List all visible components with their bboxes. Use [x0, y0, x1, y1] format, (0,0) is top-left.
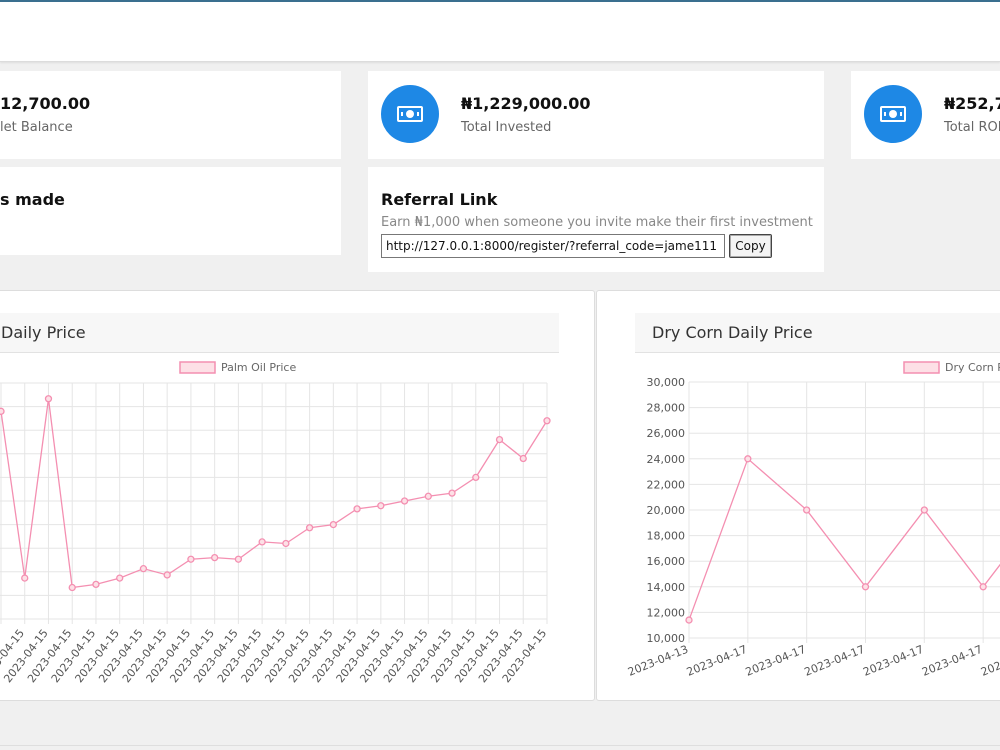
legend-label: Palm Oil Price [221, 361, 296, 374]
x-tick-label: 2023-04-17 [744, 643, 808, 679]
total-roi-value: ₦252,7 [944, 94, 1000, 113]
copy-button[interactable]: Copy [729, 234, 772, 258]
data-point [21, 574, 29, 582]
total-roi-card: ₦252,7 Total ROI [851, 71, 1000, 159]
legend-swatch [179, 361, 216, 374]
data-point [116, 574, 124, 582]
x-tick-label: 2023-04-17 [802, 643, 866, 679]
wallet-balance-card: 12,700.00 let Balance [0, 71, 341, 159]
y-tick-label: 14,000 [647, 581, 686, 594]
dry-corn-chart-header: Dry Corn Daily Price [635, 313, 1000, 353]
y-tick-label: 26,000 [647, 427, 686, 440]
dry-corn-chart: 30,000 28,000 26,000 24,000 22,000 20,000 18,0… [626, 361, 1000, 679]
wallet-balance-label: let Balance [0, 120, 73, 135]
banknote-icon [381, 85, 439, 143]
footer-divider [0, 745, 1000, 746]
data-point [744, 455, 752, 463]
x-tick-label: 2023-04-13 [626, 643, 690, 679]
y-tick-label: 10,000 [647, 632, 686, 645]
x-tick-label: 2023-04-17 [861, 643, 925, 679]
data-point [472, 473, 480, 482]
palm-oil-chart-panel: Daily Price Palm Oil Price 2023-04-15 2023… [0, 290, 595, 701]
data-point [305, 524, 314, 532]
series-line [688, 457, 1000, 621]
data-point [543, 417, 551, 425]
investments-made-title: s made [0, 190, 65, 209]
data-point [282, 539, 290, 548]
data-point [353, 505, 361, 513]
data-point [258, 538, 266, 546]
wallet-balance-value: 12,700.00 [0, 94, 91, 113]
data-point [685, 616, 693, 624]
data-point [187, 555, 195, 563]
data-point [163, 571, 171, 579]
legend-swatch [903, 361, 940, 374]
referral-description: Earn ₦1,000 when someone you invite make… [381, 215, 813, 230]
data-point [139, 565, 148, 573]
y-tick-label: 30,000 [647, 376, 686, 389]
banknote-icon [864, 85, 922, 143]
y-tick-label: 20,000 [647, 504, 686, 517]
y-tick-label: 24,000 [647, 453, 686, 466]
y-tick-label: 28,000 [647, 402, 686, 415]
dry-corn-chart-title: Dry Corn Daily Price [652, 323, 813, 342]
y-tick-label: 12,000 [647, 606, 686, 619]
data-point [424, 492, 432, 500]
data-point [234, 555, 243, 563]
dry-corn-chart-panel: Dry Corn Daily Price 30,000 28,000 26,000 2… [596, 290, 1000, 701]
total-invested-card: ₦1,229,000.00 Total Invested [368, 71, 824, 159]
data-point [448, 489, 456, 497]
top-navbar [0, 0, 1000, 62]
total-invested-label: Total Invested [461, 120, 552, 135]
data-point [861, 583, 870, 591]
palm-oil-chart-header: Daily Price [0, 313, 559, 353]
referral-link-input[interactable] [381, 234, 725, 258]
data-point [920, 506, 928, 514]
series-line [0, 398, 548, 589]
data-point [92, 580, 100, 589]
x-tick-label: 2023-04-17 [685, 643, 749, 679]
data-point [377, 502, 385, 510]
data-point [979, 583, 987, 591]
legend-label: Dry Corn Pr [945, 361, 1000, 374]
data-point [44, 395, 53, 403]
total-invested-value: ₦1,229,000.00 [461, 94, 591, 113]
y-tick-label: 22,000 [647, 478, 686, 491]
data-point [0, 407, 5, 415]
y-tick-label: 18,000 [647, 530, 686, 543]
data-point [211, 553, 219, 562]
total-roi-label: Total ROI [944, 120, 1000, 135]
data-point [519, 454, 527, 463]
palm-oil-chart: Palm Oil Price2023-04-152023-04-152023-0… [0, 361, 551, 685]
referral-title: Referral Link [381, 190, 498, 209]
data-point [68, 583, 76, 592]
data-point [495, 435, 504, 444]
data-point [329, 520, 337, 529]
y-tick-label: 16,000 [647, 555, 686, 568]
referral-card: Referral Link Earn ₦1,000 when someone y… [368, 167, 824, 272]
x-tick-label: 2023-04-17 [979, 643, 1000, 679]
data-point [400, 497, 409, 505]
data-point [803, 506, 811, 514]
palm-oil-chart-title: Daily Price [1, 323, 86, 342]
investments-made-card: s made [0, 167, 341, 255]
x-tick-label: 2023-04-17 [920, 643, 984, 679]
